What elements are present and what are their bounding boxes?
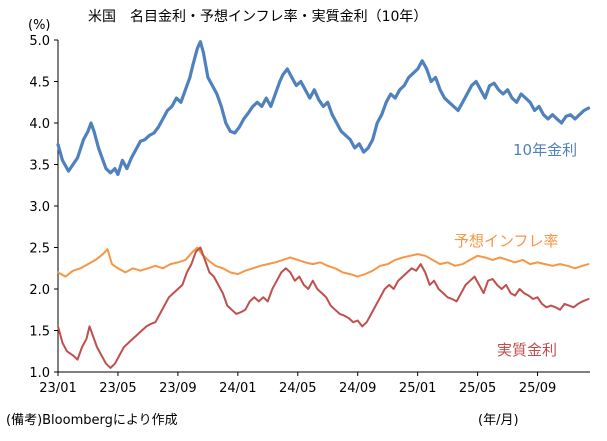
y-unit-label: (%) bbox=[28, 18, 51, 33]
x-axis-unit-label: (年/月) bbox=[478, 413, 519, 428]
x-tick-label: 23/01 bbox=[39, 381, 76, 396]
series-line-0 bbox=[56, 40, 591, 177]
x-tick-label: 24/05 bbox=[279, 381, 316, 396]
chart-title: 米国 名目金利・予想インフレ率・実質金利（10年） bbox=[88, 8, 427, 25]
y-tick-label: 1.0 bbox=[29, 366, 50, 381]
y-tick-label: 2.0 bbox=[29, 283, 50, 298]
series-line-2 bbox=[57, 246, 590, 369]
x-tick-label: 23/05 bbox=[99, 381, 136, 396]
x-tick-label: 24/01 bbox=[219, 381, 256, 396]
x-tick-label: 25/05 bbox=[459, 381, 496, 396]
y-tick-label: 3.0 bbox=[29, 200, 50, 215]
series-lines bbox=[56, 40, 591, 369]
x-axis: 23/01 23/05 23/09 24/01 24/05 24/09 25/01 25/05… bbox=[39, 371, 590, 396]
source-note: (備考)Bloombergにより作成 bbox=[6, 412, 178, 428]
series-line-1 bbox=[57, 246, 590, 278]
y-tick-label: 2.5 bbox=[29, 242, 50, 257]
y-tick-label: 4.5 bbox=[29, 76, 50, 91]
x-tick-label: 25/09 bbox=[519, 381, 556, 396]
y-tick-label: 1.5 bbox=[29, 325, 50, 340]
series-label-2: 実質金利 bbox=[497, 341, 557, 359]
y-tick-label: 5.0 bbox=[29, 34, 50, 49]
y-tick-label: 3.5 bbox=[29, 159, 50, 174]
x-tick-label: 23/09 bbox=[159, 381, 196, 396]
series-label-1: 予想インフレ率 bbox=[454, 232, 559, 250]
series-label-0: 10年金利 bbox=[513, 141, 577, 159]
y-tick-label: 4.0 bbox=[29, 117, 50, 132]
y-axis: 5.0 4.5 4.0 3.5 3.0 2.5 2.0 1.5 1.0 bbox=[29, 34, 59, 381]
x-tick-label: 25/01 bbox=[399, 381, 436, 396]
x-tick-label: 24/09 bbox=[339, 381, 376, 396]
